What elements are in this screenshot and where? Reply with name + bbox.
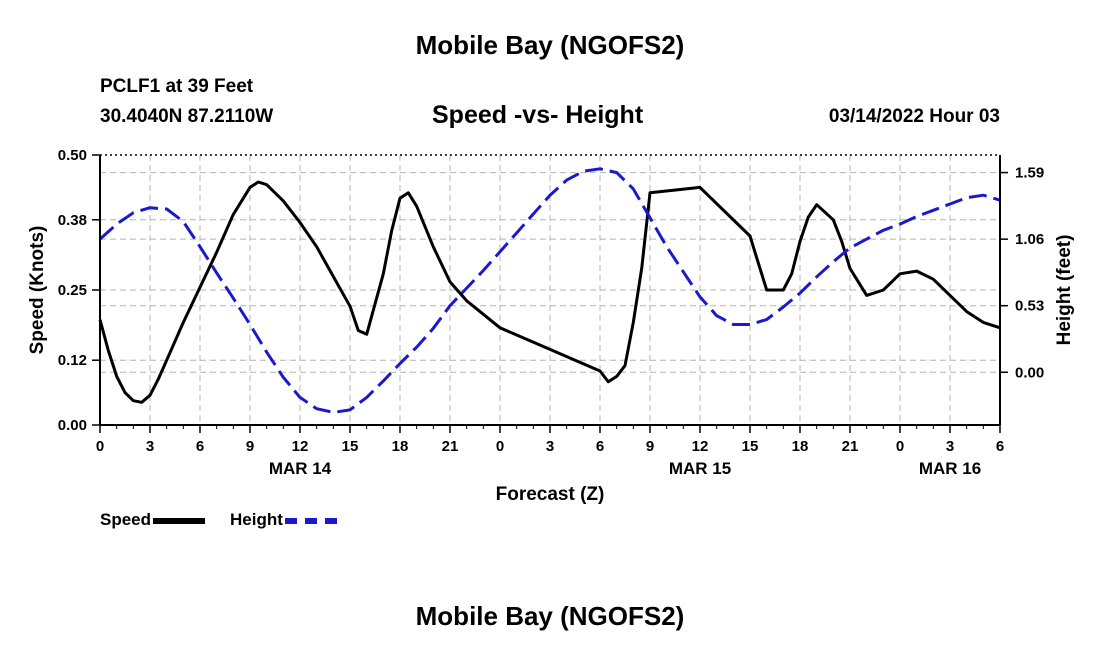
series-lines — [98, 167, 1001, 414]
main-title: Mobile Bay (NGOFS2) — [415, 30, 685, 60]
date-label: MAR 16 — [919, 459, 981, 478]
x-tick-label: 6 — [596, 438, 604, 455]
chart-subtitle: Speed -vs- Height — [432, 101, 644, 129]
x-tick-label: 18 — [392, 438, 409, 455]
y-tick-label-left: 0.50 — [58, 147, 87, 164]
x-tick-label: 0 — [96, 438, 104, 455]
legend-speed: Speed — [100, 510, 206, 530]
datetime-label: 03/14/2022 Hour 03 — [828, 106, 1000, 127]
x-tick-label: 3 — [946, 438, 954, 455]
date-label: MAR 15 — [669, 459, 731, 478]
x-tick-label: 15 — [742, 438, 759, 455]
y-tick-label-right: 0.53 — [1015, 298, 1044, 315]
y-tick-label-right: 1.06 — [1015, 231, 1044, 248]
x-tick-label: 3 — [546, 438, 554, 455]
legend-speed-swatch — [153, 517, 206, 524]
legend-height: Height — [230, 510, 337, 530]
y-tick-label-left: 0.38 — [58, 212, 87, 229]
x-tick-label: 12 — [292, 438, 309, 455]
axes: 0 3 6 9 12 15 18 21 0 3 6 9 12 15 18 21 0 3 6 MAR 14 MAR 15 M… — [58, 147, 1044, 478]
y-tick-label-right: 0.00 — [1015, 364, 1044, 381]
date-label: MAR 14 — [269, 459, 332, 478]
legend-speed-label: Speed — [100, 510, 152, 529]
x-tick-label: 18 — [792, 438, 809, 455]
y-axis-title-left: Speed (Knots) — [27, 226, 48, 355]
x-tick-label: 0 — [896, 438, 904, 455]
coordinates-label: 30.4040N 87.2110W — [100, 106, 274, 127]
y-tick-label-left: 0.12 — [58, 352, 87, 369]
x-axis-title: Forecast (Z) — [496, 484, 605, 505]
series-line-speed — [98, 180, 1001, 404]
bottom-title: Mobile Bay (NGOFS2) — [415, 601, 685, 631]
x-tick-label: 9 — [246, 438, 254, 455]
y-tick-label-left: 0.00 — [58, 417, 87, 434]
y-tick-label-left: 0.25 — [58, 282, 87, 299]
x-tick-label: 15 — [342, 438, 359, 455]
x-tick-label: 6 — [996, 438, 1004, 455]
x-tick-label: 0 — [496, 438, 504, 455]
y-tick-label-right: 1.59 — [1015, 165, 1044, 182]
legend-height-swatch — [284, 517, 337, 524]
x-tick-label: 21 — [442, 438, 459, 455]
y-axis-title-right: Height (feet) — [1054, 235, 1075, 346]
x-tick-label: 3 — [146, 438, 154, 455]
x-tick-label: 21 — [842, 438, 859, 455]
legend-height-label: Height — [230, 510, 283, 529]
x-tick-label: 9 — [646, 438, 654, 455]
x-tick-label: 6 — [196, 438, 204, 455]
station-label: PCLF1 at 39 Feet — [100, 76, 254, 97]
series-line-height — [98, 167, 1001, 414]
x-tick-label: 12 — [692, 438, 709, 455]
